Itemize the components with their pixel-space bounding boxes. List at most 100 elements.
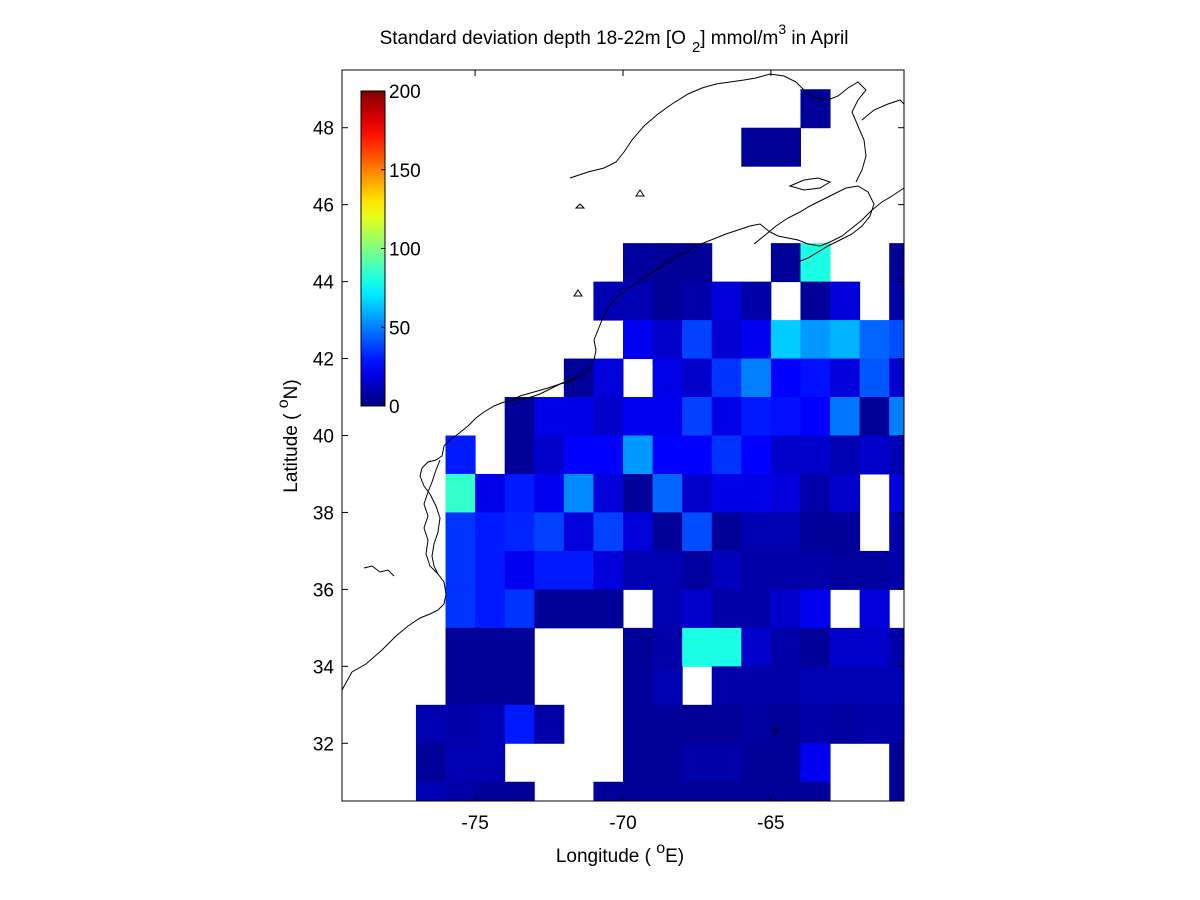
heatmap-cell	[830, 666, 861, 706]
heatmap-cell	[770, 358, 801, 398]
heatmap-cell	[770, 704, 801, 744]
heatmap-cell	[563, 589, 594, 629]
heatmap-cell	[830, 320, 861, 360]
heatmap-cell	[800, 320, 831, 360]
heatmap-cell	[800, 743, 831, 783]
heatmap-cell	[652, 743, 683, 783]
heatmap-cell	[682, 589, 713, 629]
heatmap-cell	[859, 589, 890, 629]
heatmap-cell	[800, 550, 831, 590]
heatmap-cell	[652, 666, 683, 706]
heatmap-cell	[830, 435, 861, 475]
heatmap-cell	[741, 281, 772, 321]
heatmap-cell	[711, 550, 742, 590]
coastline	[341, 73, 905, 737]
heatmap-cell	[623, 743, 654, 783]
heatmap-cell	[859, 704, 890, 744]
heatmap-cell	[593, 550, 624, 590]
heatmap-cell	[593, 589, 624, 629]
heatmap-cell	[682, 397, 713, 436]
heatmap-cell	[652, 281, 683, 321]
heatmap-cell	[770, 320, 801, 360]
coastline-nova-scotia	[753, 185, 875, 263]
x-tick-label: -75	[461, 813, 488, 834]
heatmap-cell	[800, 358, 831, 398]
heatmap-cell	[445, 435, 476, 475]
heatmap-cell	[445, 589, 476, 629]
heatmap-cell	[623, 435, 654, 475]
heatmap-cell	[445, 704, 476, 744]
heatmap-cell	[475, 781, 506, 802]
heatmap-cell	[889, 627, 905, 667]
heatmap-cell	[652, 627, 683, 667]
colorbar-tick-label: 200	[389, 82, 421, 103]
heatmap-cell	[830, 358, 861, 398]
heatmap-cell	[770, 243, 801, 283]
colorbar-tick-label: 100	[389, 240, 421, 261]
heatmap-cell	[770, 127, 801, 167]
heatmap-cell	[415, 743, 447, 783]
heatmap-cell	[623, 512, 654, 552]
heatmap-cell	[563, 397, 594, 436]
y-tick-label: 38	[313, 503, 334, 524]
heatmap-cell	[445, 550, 476, 590]
heatmap-cell	[889, 320, 905, 360]
heatmap-cell	[711, 473, 742, 513]
heatmap-cell	[563, 550, 594, 590]
axis-ticks: -75 -70 -65 32 34 36 38 40 42 44 46 48	[313, 70, 904, 834]
coastline-newfoundland	[861, 99, 905, 121]
heatmap-cell	[711, 781, 742, 802]
coastline-islands	[363, 189, 779, 737]
heatmap-cell	[889, 281, 905, 321]
heatmap-cell	[741, 589, 772, 629]
coastline-pei	[788, 177, 832, 191]
heatmap-cell	[682, 704, 713, 744]
heatmap-cell	[475, 627, 506, 667]
heatmap-cell	[475, 589, 506, 629]
heatmap-cell	[682, 781, 713, 802]
heatmap-cell	[504, 397, 535, 436]
heatmap-cell	[445, 473, 476, 513]
heatmap-cell	[830, 704, 861, 744]
heatmap-cell	[682, 743, 713, 783]
y-tick-label: 48	[313, 119, 334, 140]
heatmap-cell	[711, 512, 742, 552]
heatmap-cell	[859, 627, 890, 667]
heatmap-cell	[830, 473, 861, 513]
heatmap-cell	[415, 704, 447, 744]
heatmap-cell	[889, 512, 905, 552]
heatmap-cell	[889, 781, 905, 802]
heatmap-cell	[504, 666, 535, 706]
heatmap-cells	[415, 89, 905, 802]
heatmap-cell	[741, 435, 772, 475]
heatmap-cell	[445, 627, 476, 667]
heatmap-cell	[682, 473, 713, 513]
heatmap-cell	[593, 397, 624, 436]
heatmap-cell	[800, 512, 831, 552]
heatmap-cell	[711, 589, 742, 629]
x-tick-label: -70	[609, 813, 636, 834]
heatmap-cell	[415, 781, 447, 802]
heatmap-cell	[534, 550, 565, 590]
heatmap-cell	[770, 435, 801, 475]
y-tick-label: 46	[313, 196, 334, 217]
heatmap-cell	[593, 358, 624, 398]
heatmap-cell	[475, 743, 506, 783]
heatmap-cell	[830, 281, 861, 321]
heatmap-cell	[445, 781, 476, 802]
heatmap-cell	[623, 666, 654, 706]
heatmap-cell	[800, 281, 831, 321]
heatmap-cell	[770, 512, 801, 552]
coastline-long-island	[507, 377, 575, 403]
heatmap-cell	[534, 435, 565, 475]
heatmap-cell	[770, 743, 801, 783]
heatmap-cell	[593, 473, 624, 513]
heatmap-cell	[830, 512, 861, 552]
heatmap-cell	[889, 743, 905, 783]
y-tick-label: 42	[313, 350, 334, 371]
heatmap-cell	[623, 243, 654, 283]
y-tick-label: 40	[313, 427, 334, 448]
heatmap-cell	[652, 781, 683, 802]
heatmap-cell	[475, 704, 506, 744]
y-tick-label: 36	[313, 580, 334, 601]
